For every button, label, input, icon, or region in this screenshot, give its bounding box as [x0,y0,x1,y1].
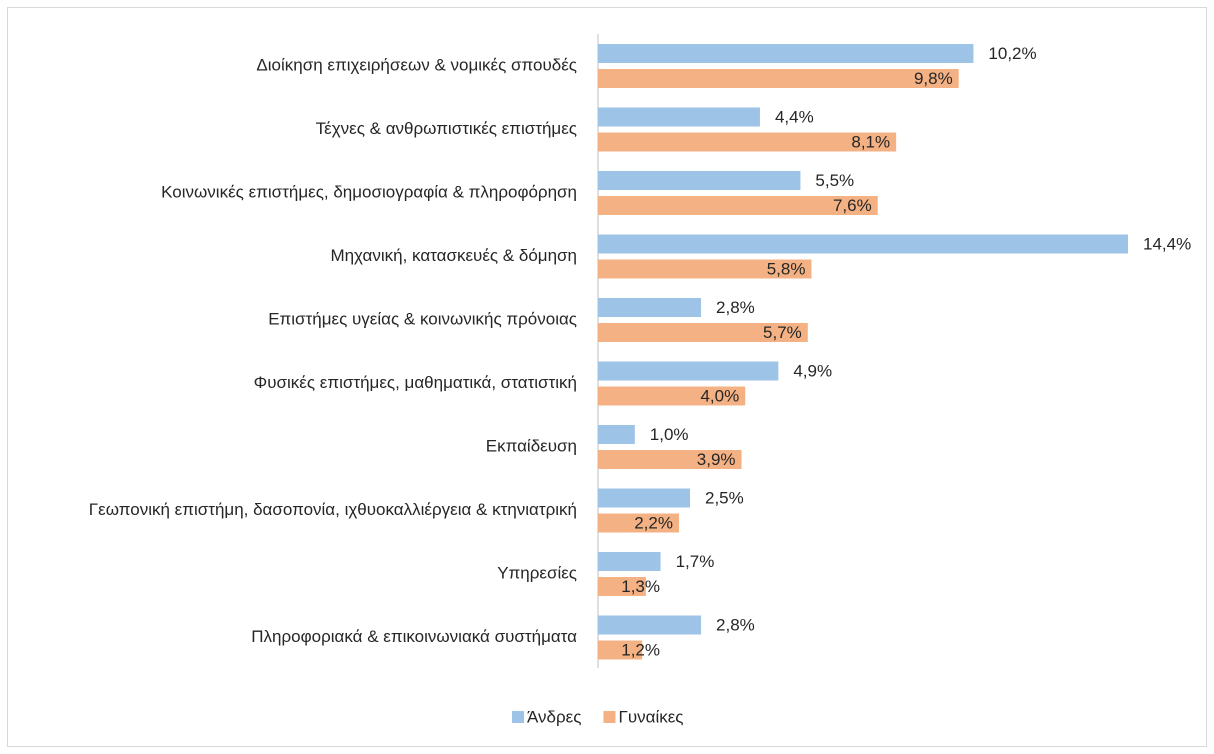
legend-swatch [603,711,616,723]
bar [598,69,959,88]
data-label: 2,5% [705,488,744,507]
bar [598,298,702,317]
bar [598,107,760,127]
data-label: 10,2% [988,44,1036,63]
bar [598,259,812,279]
category-label: Πληροφοριακά & επικοινωνιακά συστήματα [251,627,577,646]
category-label: Μηχανική, κατασκευές & δόμηση [330,246,577,265]
data-label: 7,6% [833,196,872,215]
category-label: Φυσικές επιστήμες, μαθηματικά, στατιστικ… [254,373,577,392]
data-label: 2,2% [634,513,673,532]
category-label: Τέχνες & ανθρωπιστικές επιστήμες [316,119,577,138]
data-label: 9,8% [914,69,953,88]
bar [598,196,878,215]
bar [598,513,679,533]
bar [598,132,897,152]
bar [598,44,974,63]
category-label: Κοινωνικές επιστήμες, δημοσιογραφία & πλ… [161,182,577,201]
bar [598,640,643,660]
category-label: Γεωπονική επιστήμη, δασοπονία, ιχθυοκαλλ… [89,500,577,519]
bar [598,323,808,342]
bar [598,425,635,444]
bar [598,171,801,190]
data-label: 4,0% [700,386,739,405]
bar [598,488,691,508]
data-label: 4,9% [793,361,832,380]
bar [598,577,646,596]
data-label: 14,4% [1143,234,1191,253]
data-label: 5,8% [767,259,806,278]
category-label: Επιστήμες υγείας & κοινωνικής πρόνοιας [268,309,577,328]
bar [598,386,746,406]
data-label: 5,5% [815,171,854,190]
legend-label: Άνδρες [527,707,581,726]
data-label: 2,8% [716,615,755,634]
data-label: 1,0% [650,425,689,444]
data-label: 4,4% [775,107,814,126]
bar [598,450,742,469]
data-label: 1,7% [676,552,715,571]
bar [598,361,779,381]
data-label: 8,1% [851,132,890,151]
data-label: 3,9% [697,450,736,469]
category-label: Εκπαίδευση [486,436,577,455]
bar [598,234,1128,254]
data-label: 2,8% [716,298,755,317]
category-label: Υπηρεσίες [497,563,577,582]
data-label: 5,7% [763,323,802,342]
bar [598,552,661,571]
bar [598,615,702,635]
legend-swatch [512,711,524,723]
data-label: 1,3% [621,577,660,596]
category-label: Διοίκηση επιχειρήσεων & νομικές σπουδές [256,55,577,74]
data-label: 1,2% [621,640,660,659]
legend-label: Γυναίκες [618,707,683,726]
